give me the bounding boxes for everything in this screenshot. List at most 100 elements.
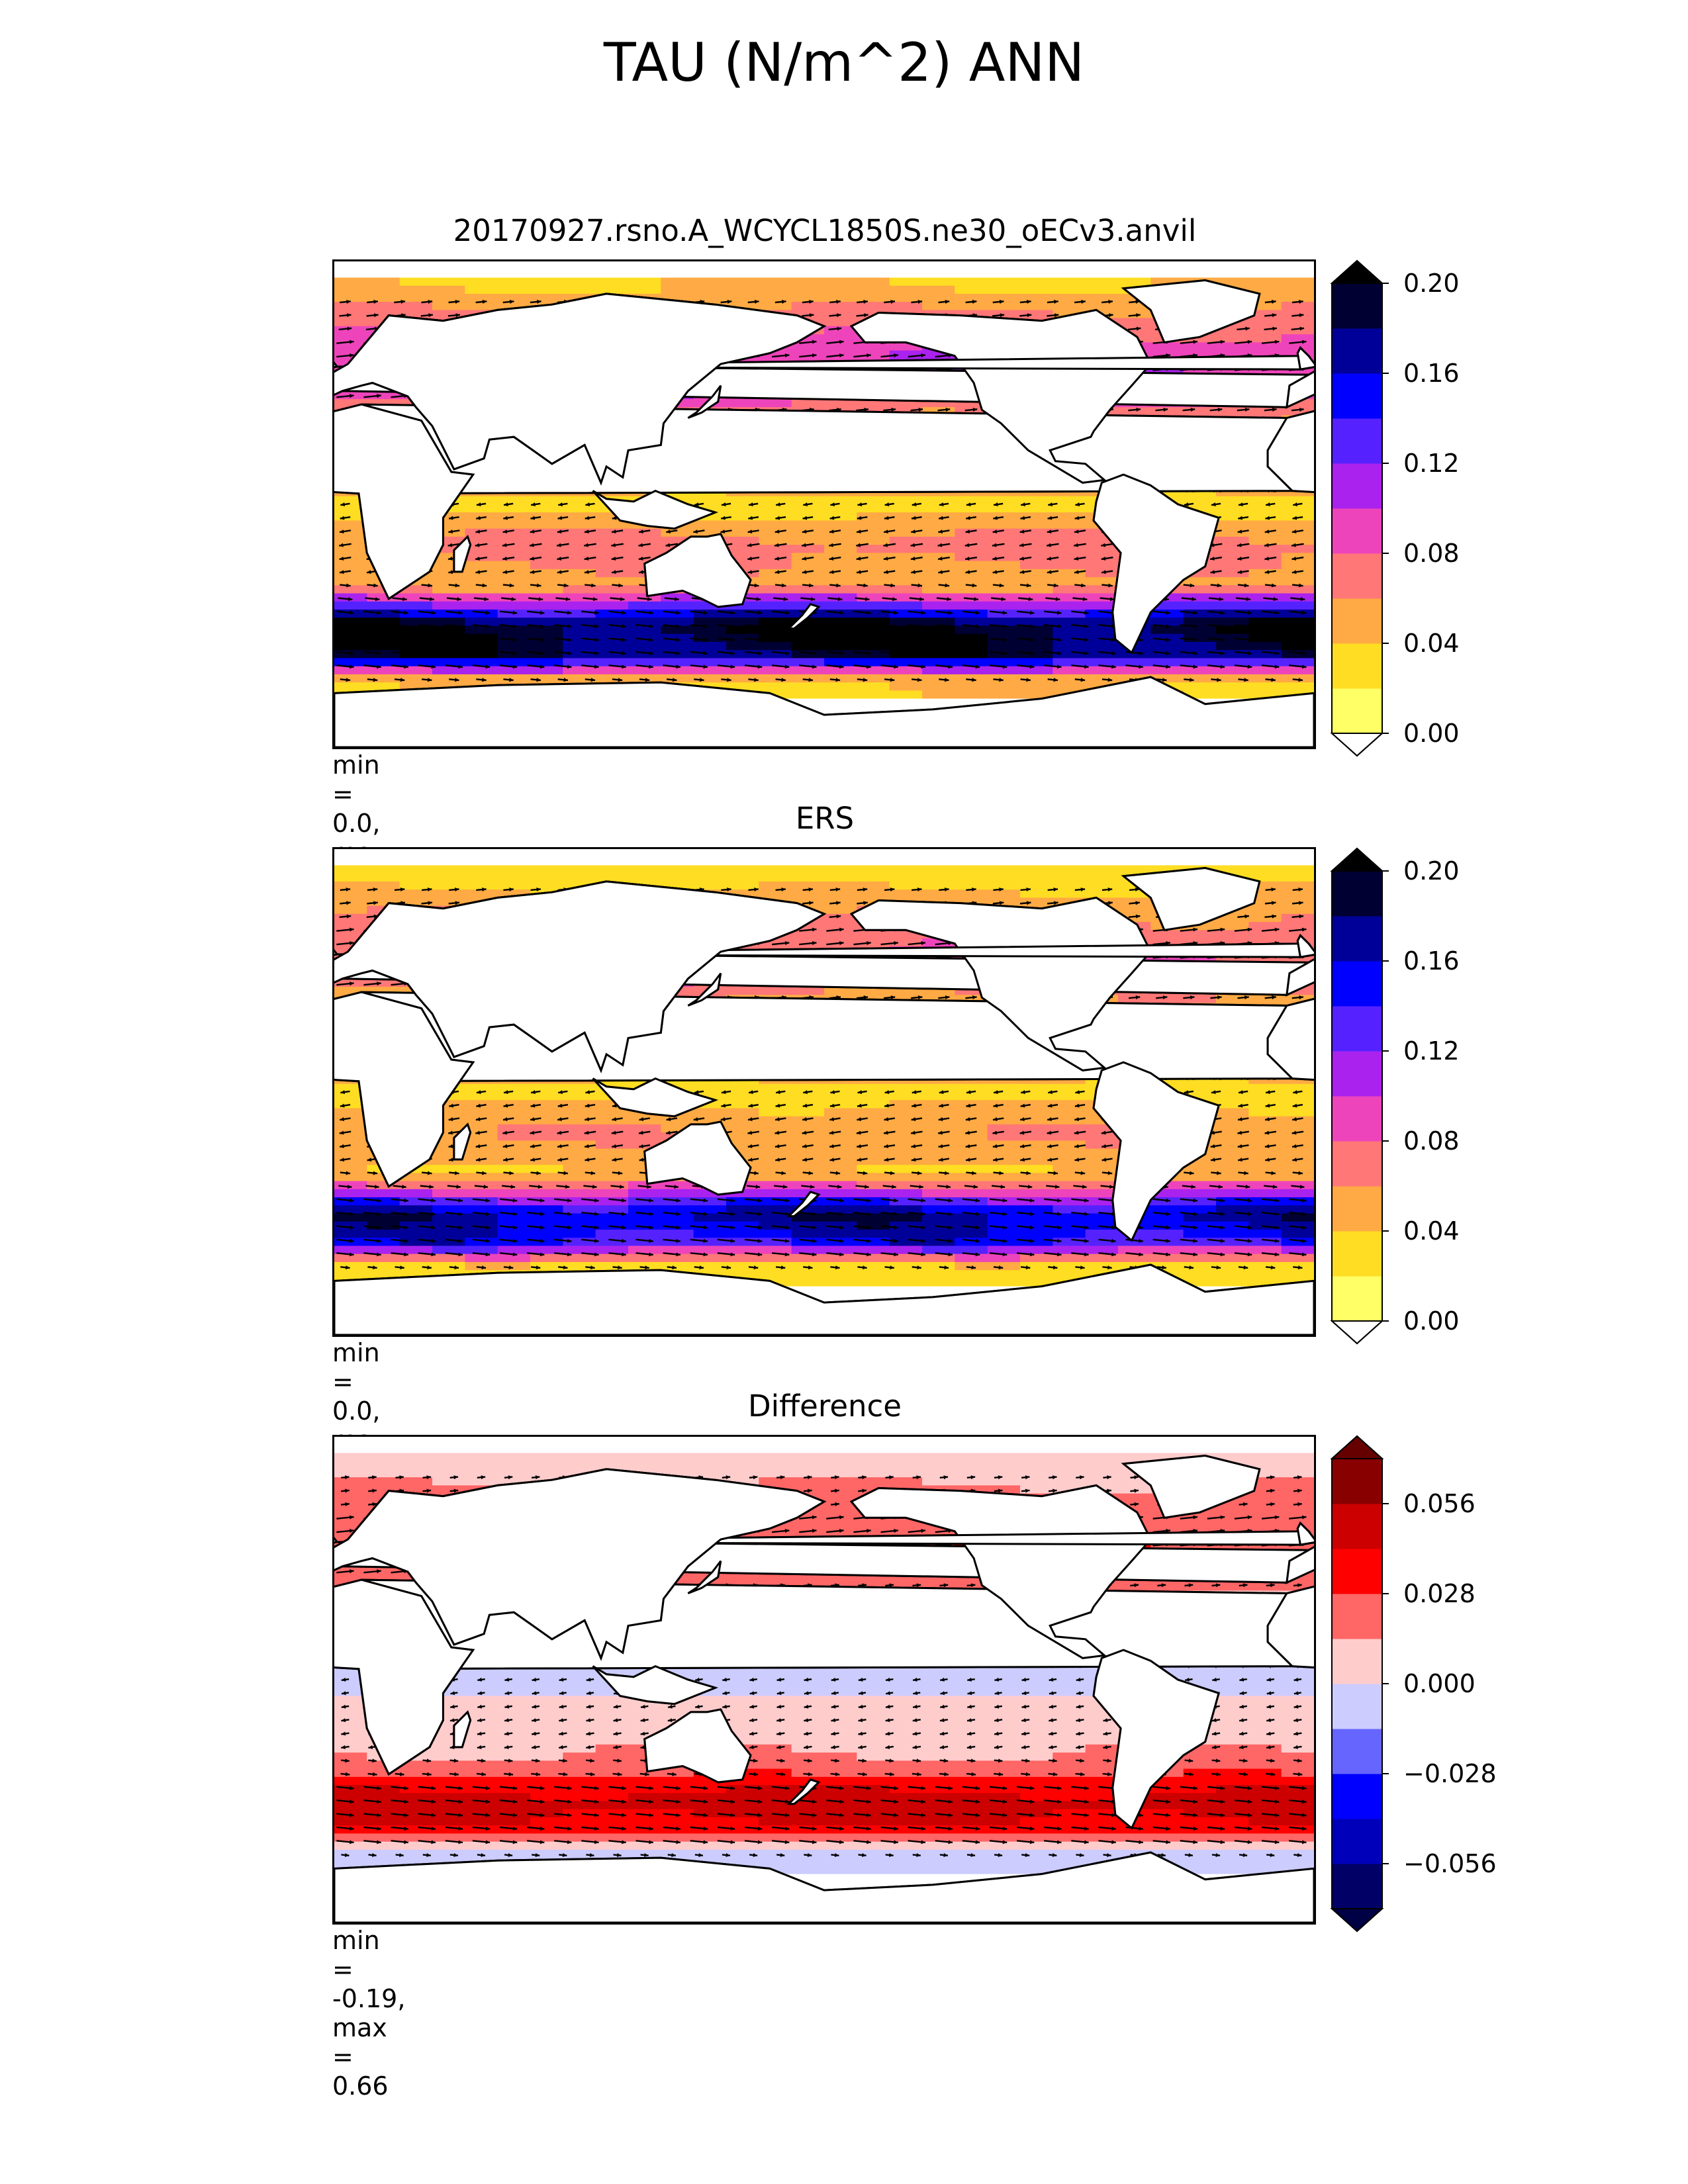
field-cell [1248, 553, 1282, 562]
wind-arrow-head [503, 516, 508, 520]
field-cell [857, 666, 890, 675]
field-cell [1020, 553, 1053, 562]
wind-arrow-head [590, 678, 596, 682]
field-cell [1053, 674, 1086, 683]
field-cell [1281, 666, 1314, 675]
field-cell [693, 1083, 727, 1093]
field-cell [497, 504, 531, 513]
field-cell [1281, 496, 1314, 505]
colorbar-extend-min [1330, 733, 1384, 757]
map-plot-area [332, 847, 1316, 1337]
field-cell [367, 277, 400, 287]
field-cell [1150, 666, 1184, 675]
field-cell [987, 889, 1021, 898]
wind-arrow-head [427, 678, 432, 682]
field-cell [824, 1100, 857, 1109]
wind-arrow-head [749, 502, 753, 507]
wind-arrow-head [863, 583, 868, 588]
wind-arrow-head [512, 651, 518, 655]
wind-arrow-head [837, 597, 843, 602]
field-cell [367, 873, 400, 882]
field-cell [1118, 897, 1151, 907]
field-cell [1020, 569, 1053, 578]
field-cell [955, 682, 988, 691]
wind-arrow-head [839, 637, 844, 642]
field-cell [367, 889, 400, 898]
field-cell [1216, 577, 1249, 586]
wind-arrow-head [1244, 407, 1250, 412]
field-cell [1281, 302, 1314, 310]
field-cell [661, 865, 694, 874]
field-cell [334, 601, 367, 610]
wind-arrow-head [666, 529, 671, 534]
wind-arrow-head [649, 651, 653, 655]
land-eurasia-wrap [1286, 370, 1314, 409]
field-cell [1118, 277, 1151, 287]
field-cell [955, 610, 988, 618]
field-cell [1248, 666, 1282, 675]
wind-arrow-head [727, 678, 731, 682]
wind-arrow-head [1237, 543, 1242, 547]
wind-arrow-head [584, 570, 589, 574]
field-cell [824, 593, 857, 602]
wind-arrow-head [1266, 502, 1270, 507]
field-cell [987, 577, 1021, 586]
field-cell [334, 865, 367, 874]
wind-arrow-head [373, 678, 378, 682]
wind-arrow-head [1166, 637, 1170, 642]
field-cell [922, 650, 955, 659]
field-cell [726, 536, 759, 545]
field-cell [1085, 610, 1119, 618]
field-cell [1216, 601, 1249, 610]
wind-arrow-head [1026, 678, 1031, 682]
field-cell [1281, 617, 1314, 626]
field-cell [987, 1116, 1021, 1125]
field-cell [367, 881, 400, 890]
field-cell [1183, 577, 1217, 586]
field-cell [889, 1092, 923, 1101]
field-cell [824, 682, 857, 691]
wind-arrow-head [1237, 529, 1243, 534]
wind-arrow-head [1274, 637, 1280, 642]
field-cell [1118, 666, 1151, 675]
field-cell [432, 873, 465, 882]
wind-arrow-head [938, 570, 943, 574]
field-cell [1020, 617, 1053, 626]
wind-arrow-head [1264, 570, 1270, 574]
field-cell [432, 674, 465, 683]
wind-arrow-head [350, 353, 354, 358]
field-cell [726, 617, 759, 626]
field-cell [1020, 690, 1053, 700]
field-cell [1183, 617, 1217, 626]
field-cell [857, 569, 890, 578]
wind-arrow-head [1084, 624, 1089, 629]
field-cell [563, 873, 596, 882]
field-cell [334, 293, 367, 302]
field-cell [399, 593, 433, 602]
field-cell [889, 674, 923, 683]
field-cell [791, 577, 825, 586]
field-cell [824, 922, 857, 931]
field-cell [726, 674, 759, 683]
field-cell [987, 520, 1021, 529]
field-cell [465, 553, 498, 562]
field-cell [399, 889, 433, 898]
wind-arrow-head [431, 664, 436, 669]
field-cell [1150, 617, 1184, 626]
field-cell [628, 641, 661, 651]
field-cell [1281, 1092, 1314, 1101]
wind-arrow-head [511, 597, 516, 602]
wind-arrow-head [346, 583, 351, 588]
field-cell [530, 1083, 563, 1093]
field-cell [1053, 865, 1086, 874]
wind-arrow-head [1247, 637, 1252, 642]
wind-arrow-head [594, 624, 599, 629]
wind-arrow-head [649, 664, 653, 669]
field-cell [595, 536, 629, 545]
wind-arrow-head [938, 556, 943, 561]
wind-arrow-head [536, 678, 541, 682]
field-cell [661, 528, 694, 537]
wind-arrow-head [458, 651, 463, 655]
field-cell [1183, 641, 1217, 651]
wind-arrow-head [921, 664, 925, 669]
